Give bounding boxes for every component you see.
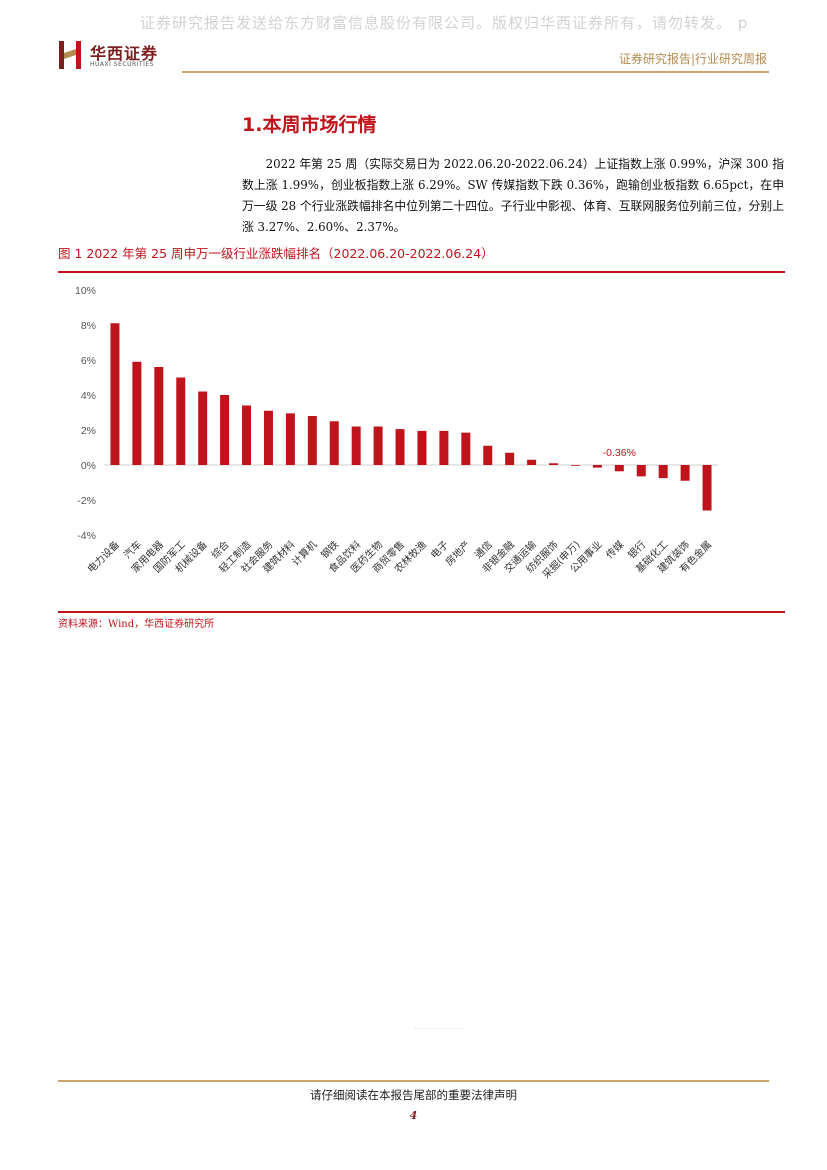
bar [702, 465, 712, 511]
bar [263, 410, 273, 465]
logo-name-cn: 华西证券 [90, 44, 159, 63]
figure-top-rule [58, 271, 785, 273]
footer-divider [58, 1080, 769, 1082]
x-tick-label: 电力设备 [85, 538, 122, 575]
bar [395, 429, 405, 465]
bar [417, 430, 427, 465]
bar [154, 367, 164, 465]
x-tick-label: 传媒 [604, 539, 627, 562]
bar [592, 465, 602, 468]
figure-title: 图 1 2022 年第 25 周申万一级行业涨跌幅排名（2022.06.20-2… [58, 246, 494, 261]
y-tick-label: -2% [77, 495, 96, 507]
y-tick-label: 8% [81, 320, 96, 332]
bar [483, 445, 493, 465]
bar [285, 413, 295, 465]
x-tick-label: 房地产 [443, 538, 473, 568]
section-title: 1.本周市场行情 [242, 114, 377, 136]
annotations-group: -0.36% [603, 447, 636, 459]
report-type-tag: 证券研究报告|行业研究周报 [618, 52, 767, 66]
legal-notice: 请仔细阅读在本报告尾部的重要法律声明 [310, 1088, 517, 1102]
bar [505, 452, 515, 465]
logo-name-en: HUAXI SECURITIES [90, 61, 154, 68]
bar [373, 426, 383, 465]
bar [220, 395, 230, 465]
y-tick-label: 6% [81, 355, 96, 367]
page-number: 4 [409, 1109, 418, 1122]
bar [549, 463, 559, 465]
data-label-annotation: -0.36% [603, 447, 636, 459]
bar [614, 465, 624, 472]
bar [570, 465, 580, 466]
bar [329, 421, 339, 465]
x-tick-label: 计算机 [289, 538, 319, 568]
bar [110, 323, 120, 465]
y-tick-label: 10% [75, 285, 96, 297]
bar [636, 465, 646, 477]
y-tick-label: -4% [77, 530, 96, 542]
y-tick-label: 0% [81, 460, 96, 472]
y-axis: -4% -2% 0% 2% 4% 6% 8% 10% [75, 285, 718, 542]
company-logo: 华西证券 HUAXI SECURITIES [58, 40, 178, 72]
y-tick-label: 4% [81, 390, 96, 402]
bar [461, 432, 471, 465]
bar [680, 465, 690, 481]
figure-bottom-rule [58, 611, 785, 613]
bar [242, 405, 252, 465]
bar [176, 377, 186, 465]
bar [351, 426, 361, 465]
bar [198, 391, 208, 465]
market-summary-paragraph: 2022 年第 25 周（实际交易日为 2022.06.20-2022.06.2… [242, 157, 784, 234]
y-tick-label: 2% [81, 425, 96, 437]
bar [307, 416, 317, 465]
header-divider [182, 71, 769, 73]
watermark: 证券研究报告发送给东方财富信息股份有限公司。版权归华西证券所有，请勿转发。 p [140, 14, 749, 32]
bar [527, 459, 537, 465]
faint-divider [414, 1028, 464, 1029]
bar [658, 465, 668, 479]
figure-source: 资料来源：Wind，华西证券研究所 [58, 619, 215, 630]
bar [132, 361, 142, 465]
bar [439, 430, 449, 465]
bars-group [110, 323, 712, 511]
logo-mark-icon [59, 41, 81, 69]
